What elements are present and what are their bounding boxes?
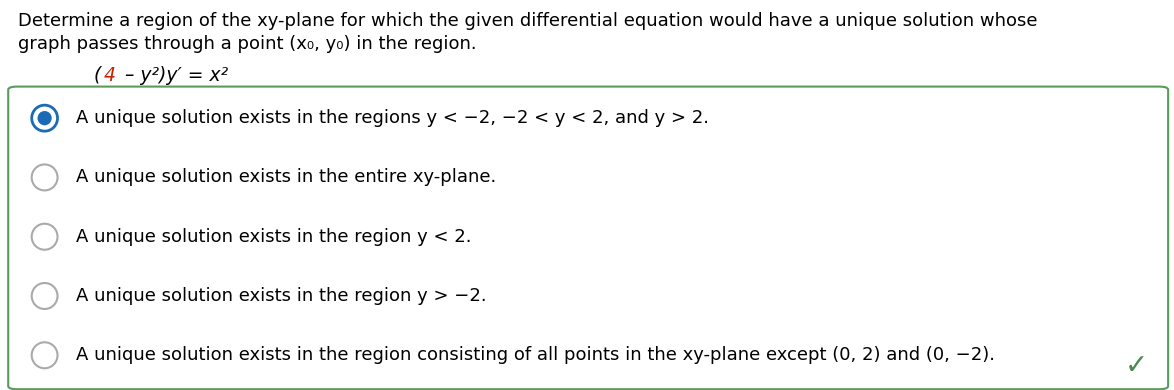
Text: 4: 4: [103, 66, 115, 85]
FancyBboxPatch shape: [8, 87, 1168, 389]
Text: A unique solution exists in the entire xy-plane.: A unique solution exists in the entire x…: [76, 168, 497, 186]
Ellipse shape: [38, 111, 52, 125]
Ellipse shape: [32, 105, 58, 131]
Text: – y²)y′ = x²: – y²)y′ = x²: [119, 66, 228, 85]
Text: A unique solution exists in the region consisting of all points in the xy-plane : A unique solution exists in the region c…: [76, 346, 996, 364]
Ellipse shape: [32, 224, 58, 250]
Text: A unique solution exists in the region y > −2.: A unique solution exists in the region y…: [76, 287, 487, 305]
Text: ✓: ✓: [1125, 352, 1148, 380]
Text: A unique solution exists in the regions y < −2, −2 < y < 2, and y > 2.: A unique solution exists in the regions …: [76, 109, 709, 127]
Text: A unique solution exists in the region y < 2.: A unique solution exists in the region y…: [76, 228, 472, 246]
Text: (: (: [94, 66, 101, 85]
Ellipse shape: [32, 283, 58, 309]
Ellipse shape: [32, 165, 58, 190]
Ellipse shape: [32, 342, 58, 368]
Text: Determine a region of the xy-plane for which the given differential equation wou: Determine a region of the xy-plane for w…: [18, 12, 1037, 30]
Text: graph passes through a point (x₀, y₀) in the region.: graph passes through a point (x₀, y₀) in…: [18, 35, 477, 53]
